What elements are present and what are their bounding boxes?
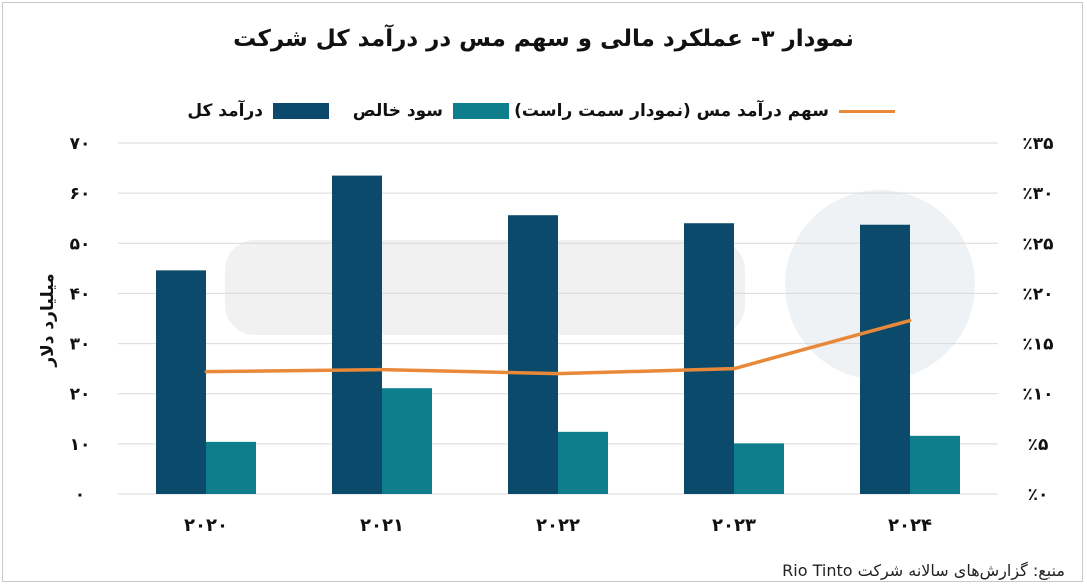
y2-tick-label: ٪۱۵ [1022, 335, 1053, 355]
point-copper-share [556, 372, 560, 376]
bar-net-profit [558, 431, 608, 494]
y2-tick-label: ٪۵ [1028, 435, 1049, 455]
x-tick-label: ۲۰۲۱ [360, 515, 404, 536]
y2-tick-label: ٪۱۰ [1022, 385, 1053, 405]
y2-tick-label: ٪۲۵ [1022, 234, 1053, 254]
bar-net-profit [206, 441, 256, 494]
bar-net-profit [382, 388, 432, 494]
legend-item-copper-share: سهم درآمد مس (نمودار سمت راست) [514, 96, 895, 126]
legend-item-net-profit: سود خالص [353, 96, 509, 126]
y-tick-label: ۲۰ [70, 385, 91, 405]
bar-total-revenue [684, 223, 734, 494]
x-tick-label: ۲۰۲۰ [184, 515, 228, 536]
bar-total-revenue [508, 215, 558, 494]
bar-total-revenue [156, 270, 206, 494]
legend-label-copper-share: سهم درآمد مس (نمودار سمت راست) [514, 101, 829, 121]
y2-tick-label: ٪۲۰ [1022, 284, 1053, 304]
y2-tick-label: ٪۰ [1028, 485, 1049, 505]
y-tick-label: ۳۰ [70, 335, 91, 355]
legend-label-net-profit: سود خالص [352, 101, 443, 121]
legend-swatch-total-revenue [273, 103, 329, 119]
point-copper-share [380, 368, 384, 372]
y-tick-label: ۶۰ [70, 184, 91, 204]
y-tick-label: ۷۰ [70, 134, 91, 154]
y-tick-label: ۰ [75, 485, 85, 505]
bar-total-revenue [332, 175, 382, 495]
y-tick-label: ۱۰ [70, 435, 91, 455]
y2-tick-label: ٪۳۵ [1022, 134, 1053, 154]
y2-tick-label: ٪۳۰ [1022, 184, 1053, 204]
bar-net-profit [910, 435, 960, 494]
x-tick-label: ۲۰۲۴ [888, 515, 932, 536]
legend-item-total-revenue: درآمد کل [187, 96, 329, 126]
y-tick-label: ۵۰ [70, 234, 91, 254]
x-tick-label: ۲۰۲۳ [712, 515, 756, 536]
chart-title: نمودار ۳- عملکرد مالی و سهم مس در درآمد … [233, 26, 854, 52]
bar-net-profit [734, 443, 784, 494]
source-note: منبع: گزارش‌های سالانه شرکت Rio Tinto [782, 561, 1065, 580]
legend-swatch-net-profit [453, 103, 509, 119]
y-axis-label: میلیارد دلار [38, 273, 58, 367]
point-copper-share [732, 367, 736, 371]
x-tick-label: ۲۰۲۲ [536, 515, 580, 536]
y-tick-label: ۴۰ [70, 284, 91, 304]
bar-total-revenue [860, 224, 910, 495]
point-copper-share [908, 319, 912, 323]
legend-swatch-copper-share [839, 109, 895, 113]
point-copper-share [204, 370, 208, 374]
chart-legend: درآمد کل سود خالص سهم درآمد مس (نمودار س… [0, 96, 1087, 126]
legend-label-total-revenue: درآمد کل [187, 101, 263, 121]
